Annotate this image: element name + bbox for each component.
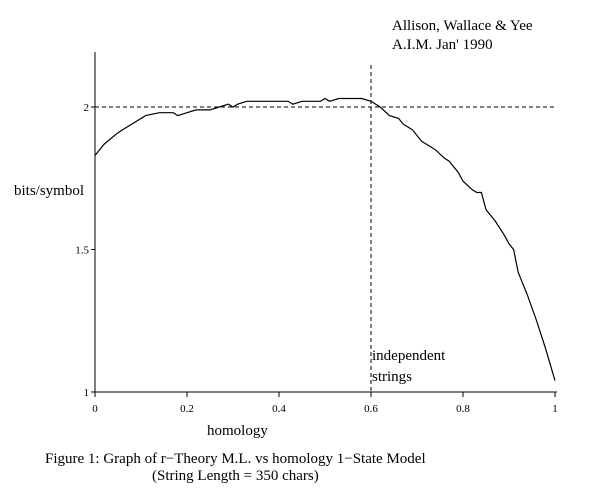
- x-tick-label: 0: [92, 403, 98, 415]
- annotation-independent: independent: [372, 348, 446, 364]
- x-tick-label: 0.8: [456, 403, 470, 415]
- x-tick-label: 0.4: [272, 403, 286, 415]
- series-line: [94, 97, 556, 381]
- credit-date: A.I.M. Jan' 1990: [392, 37, 493, 53]
- x-ticks: 0 0.2 0.4 0.6 0.8 1: [92, 392, 558, 415]
- annotation-strings: strings: [372, 369, 413, 385]
- figure-caption-subtitle: (String Length = 350 chars): [152, 468, 319, 484]
- x-tick-label: 0.2: [180, 403, 194, 415]
- figure-caption: Figure 1: Graph of r−Theory M.L. vs homo…: [45, 451, 426, 467]
- x-tick-label: 0.6: [364, 403, 378, 415]
- y-tick-label: 1: [84, 387, 90, 399]
- y-tick-label: 2: [84, 102, 90, 114]
- y-axis-label: bits/symbol: [14, 183, 85, 199]
- x-tick-label: 1: [552, 403, 558, 415]
- x-axis-label: homology: [207, 423, 268, 439]
- credit-authors: Allison, Wallace & Yee: [392, 18, 533, 34]
- y-tick-label: 1.5: [75, 245, 89, 257]
- y-ticks: 11.52: [75, 102, 95, 399]
